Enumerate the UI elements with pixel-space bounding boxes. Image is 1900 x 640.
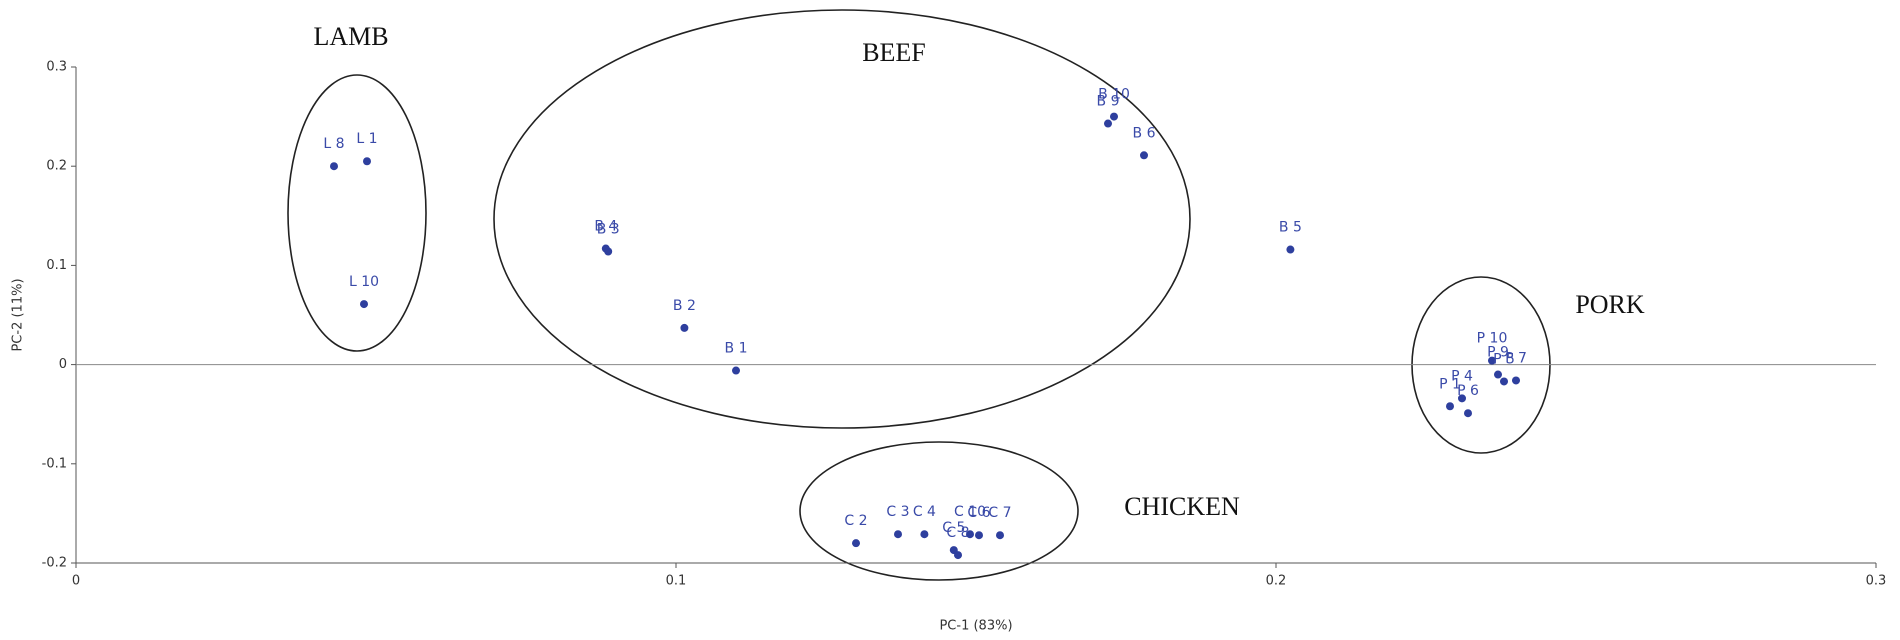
- point: [1110, 112, 1118, 121]
- point-label: B 5: [1279, 220, 1302, 236]
- point-label: L 1: [356, 131, 377, 147]
- point-label: P 6: [1457, 383, 1479, 399]
- point: [363, 157, 371, 166]
- group-outline: [799, 441, 1079, 581]
- point: [1446, 402, 1454, 411]
- point: [680, 323, 689, 332]
- point: [1458, 394, 1466, 403]
- group-label: LAMB: [313, 22, 388, 51]
- group-label: BEEF: [862, 38, 926, 67]
- y-tick-label: -0.1: [42, 456, 67, 471]
- point-label: C 8: [946, 525, 969, 541]
- y-tick-label: 0.2: [46, 159, 67, 174]
- point-label: B 6: [1133, 125, 1156, 141]
- point: [330, 162, 338, 171]
- point: [604, 247, 613, 256]
- point-label: P 4: [1451, 368, 1473, 384]
- point-label: B 9: [1097, 94, 1120, 110]
- y-tick-label: 0: [59, 357, 67, 372]
- point-label: C 2: [844, 513, 867, 529]
- point: [894, 530, 902, 539]
- x-tick-label: 0: [72, 574, 80, 589]
- point-label: C 6: [967, 505, 990, 521]
- point: [996, 531, 1004, 540]
- y-tick-label: 0.3: [46, 60, 67, 75]
- group-outline: [287, 74, 427, 352]
- point: [1494, 370, 1502, 379]
- point: [1104, 119, 1112, 128]
- point-label: B 4: [594, 219, 617, 235]
- point-label: P 7: [1505, 350, 1527, 366]
- y-axis-label: PC-2 (11%): [11, 278, 26, 351]
- y-tick-label: -0.2: [42, 556, 67, 571]
- x-tick-label: 0.1: [666, 574, 687, 589]
- point: [920, 530, 929, 539]
- point-label: P 10: [1477, 331, 1508, 347]
- group-label: PORK: [1575, 290, 1645, 319]
- point-label: P 1: [1439, 376, 1461, 392]
- point-label: B 2: [673, 298, 696, 314]
- point-label: C 4: [913, 504, 936, 520]
- group-label: CHICKEN: [1124, 492, 1240, 521]
- point: [1464, 409, 1472, 418]
- point-label: L 10: [349, 274, 379, 290]
- point: [732, 366, 740, 375]
- x-tick-label: 0.2: [1266, 574, 1287, 589]
- point: [852, 539, 860, 548]
- point-label: C 5: [942, 520, 965, 536]
- point: [1500, 377, 1508, 386]
- point-label: P 5: [1493, 351, 1515, 367]
- point-label: C 10: [954, 504, 986, 520]
- point-label: B 10: [1098, 87, 1130, 103]
- y-tick-label: 0.1: [46, 258, 67, 273]
- point: [975, 531, 983, 540]
- x-tick-label: 0.3: [1866, 574, 1887, 589]
- point: [1140, 151, 1148, 160]
- group-outline: [493, 9, 1191, 429]
- point-label: L 8: [323, 136, 344, 152]
- point-label: B 3: [597, 222, 620, 238]
- point: [1488, 356, 1496, 365]
- x-axis-label: PC-1 (83%): [939, 619, 1012, 634]
- point: [1286, 245, 1295, 254]
- point-label: P 9: [1487, 345, 1509, 361]
- point: [954, 551, 962, 560]
- point-label: C 3: [886, 504, 909, 520]
- point-label: B 1: [725, 341, 748, 357]
- point: [360, 300, 368, 309]
- point: [966, 530, 974, 539]
- point: [1512, 376, 1520, 385]
- point-label: C 7: [988, 505, 1011, 521]
